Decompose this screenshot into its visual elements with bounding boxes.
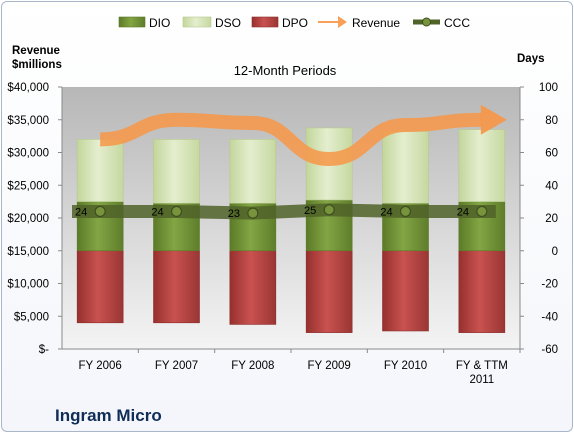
left-tick-label: $25,000 (7, 180, 49, 192)
left-tick-label: $35,000 (7, 115, 49, 127)
ccc-point (323, 204, 335, 216)
left-tick-label: $30,000 (7, 148, 49, 160)
bar-dpo (153, 250, 200, 324)
axis-labels-layer: $- $5,000 $10,000 $15,000 $20,000 $25,000 $30,… (7, 82, 558, 386)
bar-dpo (305, 250, 353, 333)
legend-swatch-dpo (251, 16, 279, 28)
ccc-data-label: 25 (304, 205, 316, 217)
ccc-data-label: 23 (228, 208, 240, 220)
right-tick-label: 100 (539, 82, 558, 94)
left-tick-label: $15,000 (7, 246, 49, 258)
company-name: Ingram Micro (55, 406, 162, 425)
left-tick-label: $20,000 (7, 213, 49, 225)
right-tick-label: -40 (541, 311, 558, 323)
legend-dso: DSO (182, 16, 241, 30)
ccc-point (170, 205, 183, 218)
left-tick-label: $5,000 (14, 311, 49, 323)
ccc-data-label: 24 (380, 206, 392, 218)
legend-label-dio: DIO (149, 16, 170, 30)
right-tick-label: 20 (545, 213, 558, 225)
x-tick-label: FY & TTM (456, 360, 508, 372)
x-tick-label: FY 2007 (155, 360, 198, 372)
ccc-point (476, 205, 488, 218)
bar-dso (229, 139, 277, 204)
bar-dpo (229, 250, 277, 325)
left-tick-label: $40,000 (7, 82, 49, 94)
right-tick-label: 0 (552, 246, 558, 258)
ccc-data-label: 24 (151, 206, 163, 218)
revenue-line (99, 112, 482, 167)
legend-label-dso: DSO (215, 16, 241, 30)
legend-revenue-arrow-icon (318, 16, 347, 28)
bar-dso (153, 139, 200, 204)
ccc-point (94, 205, 106, 218)
left-tick-label: $10,000 (7, 279, 49, 291)
legend-dio: DIO (118, 16, 170, 30)
right-tick-label: -60 (541, 344, 558, 356)
x-tick-label: FY 2009 (308, 360, 351, 372)
bar-dso (382, 130, 429, 204)
right-axis-label: Days (517, 53, 545, 65)
legend-swatch-dso (182, 16, 212, 28)
revenue-arrowhead (480, 104, 507, 135)
legend-ccc-marker-icon (422, 17, 431, 27)
bar-dso (458, 129, 506, 202)
bar-dpo (458, 250, 506, 333)
ccc-point (247, 207, 259, 219)
bar-dpo (76, 250, 124, 324)
legend-label-revenue: Revenue (352, 16, 400, 30)
legend-dpo: DPO (251, 16, 308, 30)
left-tick-label: $- (39, 344, 49, 356)
right-tick-label: -20 (541, 279, 558, 291)
ccc-data-label: 24 (457, 206, 469, 218)
right-tick-label: 80 (545, 115, 558, 127)
left-axis-label-line2: $millions (12, 59, 62, 71)
legend-label-ccc: CCC (444, 16, 470, 30)
bar-dso (76, 139, 124, 202)
x-tick-label: 2011 (469, 374, 494, 386)
x-tick-label: FY 2008 (231, 360, 274, 372)
legend-ccc: CCC (413, 16, 470, 30)
legend-label-dpo: DPO (282, 16, 308, 30)
right-tick-label: 40 (545, 180, 558, 192)
bar-dpo (382, 250, 429, 332)
legend-revenue: Revenue (318, 16, 400, 30)
legend-swatch-dio (118, 16, 146, 28)
chart-title: 12-Month Periods (234, 63, 337, 78)
bars-layer (76, 127, 506, 333)
ccc-layer: 24 24 23 25 24 24 (72, 203, 496, 220)
right-tick-label: 60 (545, 148, 558, 160)
x-tick-label: FY 2010 (384, 360, 427, 372)
left-axis-label-line1: Revenue (12, 45, 60, 57)
ccc-point (399, 205, 412, 218)
revenue-layer (99, 104, 507, 167)
legend: DIO DSO DPO Revenue CCC (118, 16, 470, 30)
ccc-data-label: 24 (75, 206, 87, 218)
ccc-line (72, 203, 496, 220)
x-tick-label: FY 2006 (79, 360, 122, 372)
